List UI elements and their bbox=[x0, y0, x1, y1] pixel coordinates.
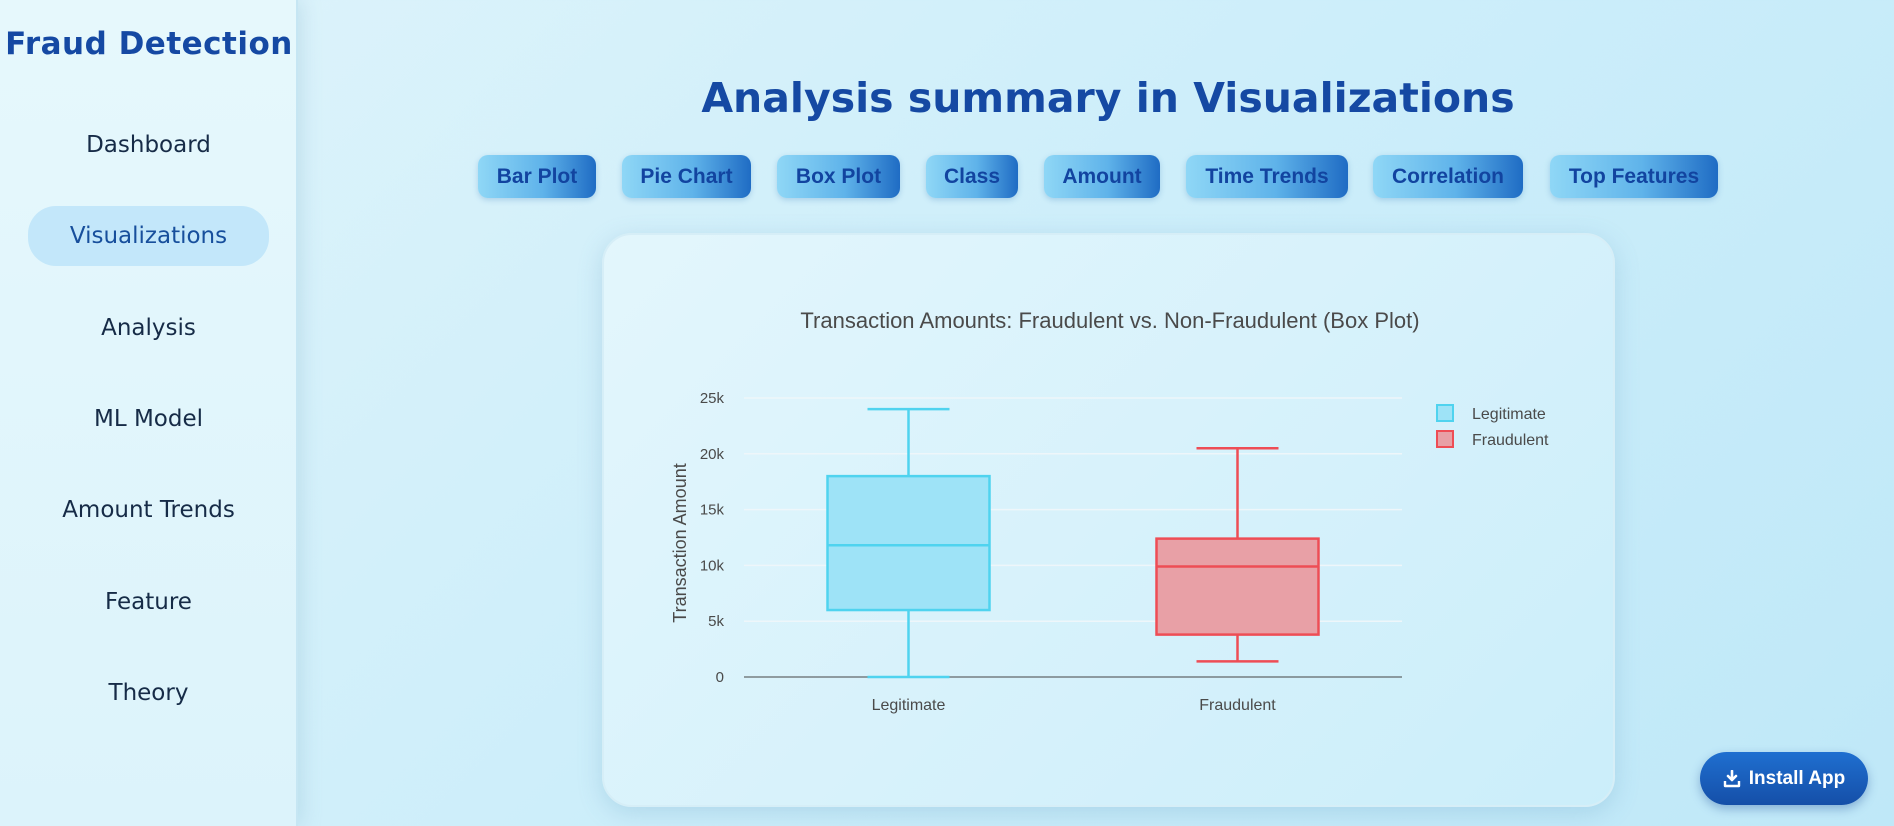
box-iqr bbox=[1155, 537, 1320, 636]
tab-top-features[interactable]: Top Features bbox=[1550, 155, 1718, 198]
download-icon bbox=[1723, 769, 1740, 787]
tab-bar-plot[interactable]: Bar Plot bbox=[478, 155, 596, 198]
legend-item-fraudulent: Fraudulent bbox=[1436, 430, 1549, 449]
visualization-tabs: Bar Plot Pie Chart Box Plot Class Amount… bbox=[0, 155, 1894, 199]
install-app-label: Install App bbox=[1748, 767, 1846, 789]
legend-swatch bbox=[1436, 430, 1454, 448]
sidebar-item-analysis[interactable]: Analysis bbox=[101, 315, 196, 341]
box-iqr bbox=[826, 474, 991, 612]
box-fraudulent bbox=[1155, 446, 1320, 663]
y-tick-label: 0 bbox=[716, 669, 724, 686]
tab-box-plot[interactable]: Box Plot bbox=[777, 155, 900, 198]
x-tick-label: Legitimate bbox=[872, 697, 946, 714]
y-tick-label: 5k bbox=[708, 613, 724, 630]
y-axis-label: Transaction Amount bbox=[670, 463, 690, 622]
tab-amount[interactable]: Amount bbox=[1044, 155, 1160, 198]
sidebar-item-visualizations[interactable]: Visualizations bbox=[28, 206, 269, 266]
tab-pie-chart[interactable]: Pie Chart bbox=[622, 155, 751, 198]
install-app-button[interactable]: Install App bbox=[1700, 752, 1868, 805]
tab-time-trends[interactable]: Time Trends bbox=[1186, 155, 1348, 198]
box-legitimate bbox=[826, 407, 991, 679]
legend-label: Fraudulent bbox=[1472, 432, 1549, 449]
sidebar-item-feature[interactable]: Feature bbox=[105, 589, 192, 615]
x-tick-label: Fraudulent bbox=[1199, 697, 1276, 714]
y-tick-label: 10k bbox=[700, 557, 725, 574]
tab-correlation[interactable]: Correlation bbox=[1373, 155, 1523, 198]
y-tick-label: 15k bbox=[700, 502, 725, 519]
sidebar: Fraud Detection Dashboard Visualizations… bbox=[0, 0, 298, 826]
chart-card: Transaction Amounts: Fraudulent vs. Non-… bbox=[602, 233, 1615, 807]
y-tick-label: 25k bbox=[700, 390, 725, 407]
legend-swatch bbox=[1436, 404, 1454, 422]
brand-title: Fraud Detection bbox=[5, 26, 293, 62]
tab-class[interactable]: Class bbox=[926, 155, 1018, 198]
sidebar-item-amount-trends[interactable]: Amount Trends bbox=[62, 497, 235, 523]
legend-item-legitimate: Legitimate bbox=[1436, 404, 1546, 423]
sidebar-item-theory[interactable]: Theory bbox=[108, 680, 189, 706]
box-plot-chart: Transaction Amounts: Fraudulent vs. Non-… bbox=[670, 308, 1549, 714]
chart-title: Transaction Amounts: Fraudulent vs. Non-… bbox=[800, 308, 1419, 333]
page-title: Analysis summary in Visualizations bbox=[701, 74, 1515, 122]
sidebar-item-ml-model[interactable]: ML Model bbox=[93, 406, 204, 432]
y-tick-label: 20k bbox=[700, 446, 725, 463]
sidebar-item-dashboard[interactable]: Dashboard bbox=[86, 132, 211, 158]
legend-label: Legitimate bbox=[1472, 406, 1546, 423]
